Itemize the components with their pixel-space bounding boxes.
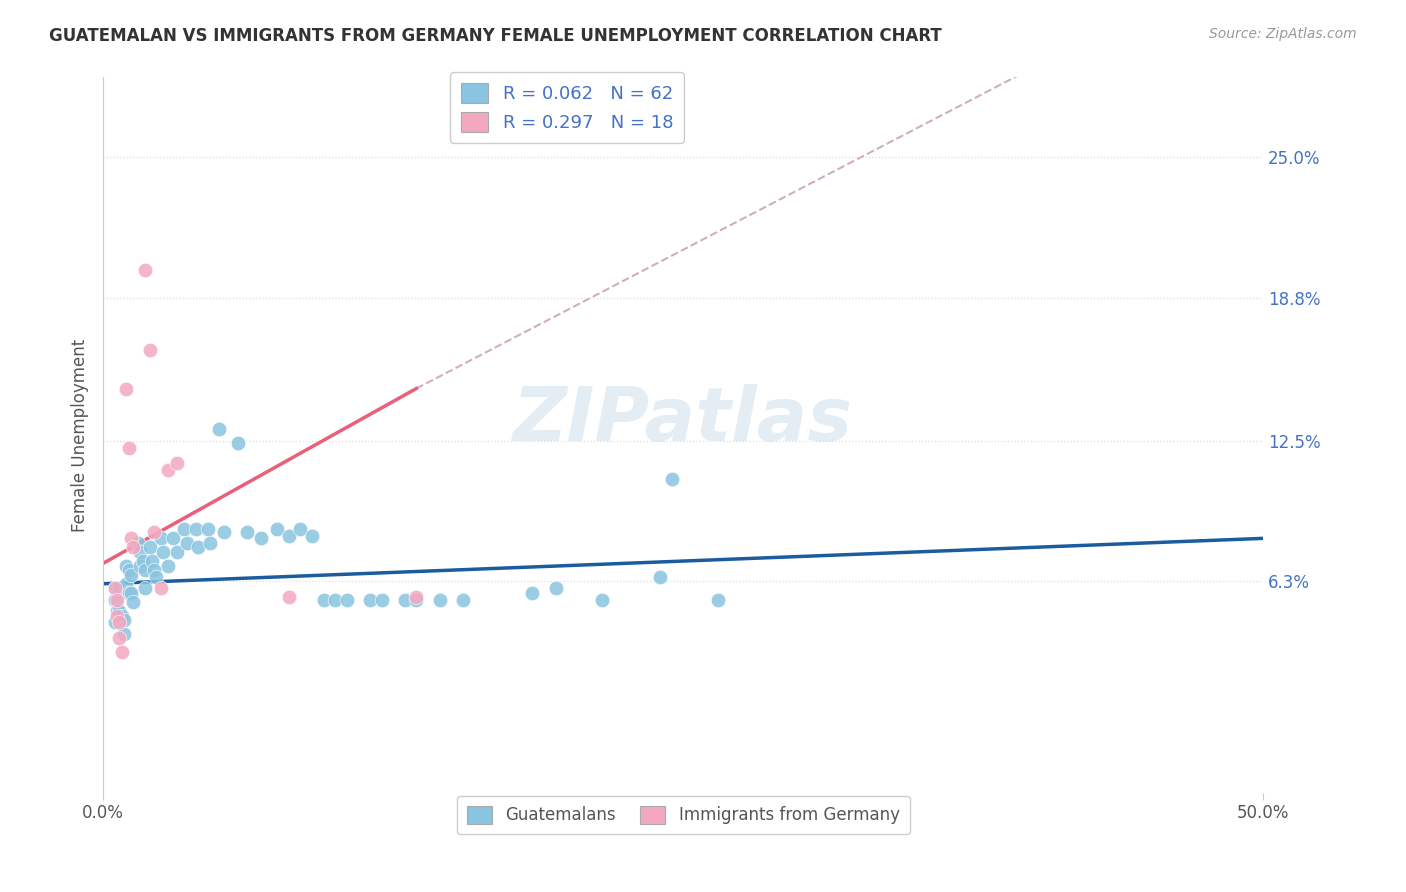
Point — [120, 567, 142, 582]
Point — [112, 613, 135, 627]
Point — [405, 592, 427, 607]
Point — [648, 570, 671, 584]
Point — [143, 563, 166, 577]
Point — [122, 595, 145, 609]
Point — [108, 615, 131, 630]
Point — [212, 524, 235, 539]
Point — [451, 592, 474, 607]
Point — [108, 632, 131, 646]
Point — [111, 645, 134, 659]
Point — [250, 532, 273, 546]
Point — [266, 522, 288, 536]
Point — [112, 626, 135, 640]
Point — [120, 586, 142, 600]
Point — [104, 615, 127, 630]
Point — [143, 524, 166, 539]
Point — [522, 586, 544, 600]
Point — [166, 545, 188, 559]
Point — [104, 582, 127, 596]
Point — [591, 592, 613, 607]
Point — [277, 591, 299, 605]
Point — [290, 522, 312, 536]
Point — [359, 592, 381, 607]
Point — [707, 592, 730, 607]
Point — [301, 529, 323, 543]
Point — [405, 591, 427, 605]
Point — [166, 457, 188, 471]
Point — [150, 582, 173, 596]
Point — [162, 532, 184, 546]
Text: ZIPatlas: ZIPatlas — [513, 384, 853, 458]
Point — [108, 604, 131, 618]
Point — [104, 592, 127, 607]
Point — [131, 554, 153, 568]
Point — [336, 592, 359, 607]
Point — [187, 541, 209, 555]
Point — [323, 592, 346, 607]
Point — [370, 592, 392, 607]
Point — [198, 536, 221, 550]
Point — [122, 541, 145, 555]
Point — [236, 524, 259, 539]
Point — [226, 436, 249, 450]
Y-axis label: Female Unemployment: Female Unemployment — [72, 338, 89, 532]
Point — [208, 422, 231, 436]
Point — [120, 532, 142, 546]
Point — [115, 382, 138, 396]
Point — [138, 541, 160, 555]
Point — [115, 558, 138, 573]
Point — [197, 522, 219, 536]
Point — [134, 582, 156, 596]
Point — [145, 570, 167, 584]
Point — [118, 563, 141, 577]
Point — [127, 536, 149, 550]
Point — [108, 582, 131, 596]
Point — [118, 441, 141, 455]
Point — [138, 343, 160, 357]
Point — [115, 576, 138, 591]
Point — [118, 586, 141, 600]
Point — [157, 558, 180, 573]
Point — [111, 608, 134, 623]
Point — [312, 592, 335, 607]
Point — [105, 608, 128, 623]
Point — [429, 592, 451, 607]
Point — [176, 536, 198, 550]
Point — [173, 522, 195, 536]
Text: Source: ZipAtlas.com: Source: ZipAtlas.com — [1209, 27, 1357, 41]
Point — [105, 604, 128, 618]
Point — [129, 558, 152, 573]
Text: GUATEMALAN VS IMMIGRANTS FROM GERMANY FEMALE UNEMPLOYMENT CORRELATION CHART: GUATEMALAN VS IMMIGRANTS FROM GERMANY FE… — [49, 27, 942, 45]
Legend: Guatemalans, Immigrants from Germany: Guatemalans, Immigrants from Germany — [457, 796, 910, 834]
Point — [394, 592, 416, 607]
Point — [104, 582, 127, 596]
Point — [134, 563, 156, 577]
Point — [105, 582, 128, 596]
Point — [141, 554, 163, 568]
Point — [184, 522, 207, 536]
Point — [277, 529, 299, 543]
Point — [105, 592, 128, 607]
Point — [152, 545, 174, 559]
Point — [157, 463, 180, 477]
Point — [134, 263, 156, 277]
Point — [129, 545, 152, 559]
Point — [544, 582, 567, 596]
Point — [150, 532, 173, 546]
Point — [661, 472, 683, 486]
